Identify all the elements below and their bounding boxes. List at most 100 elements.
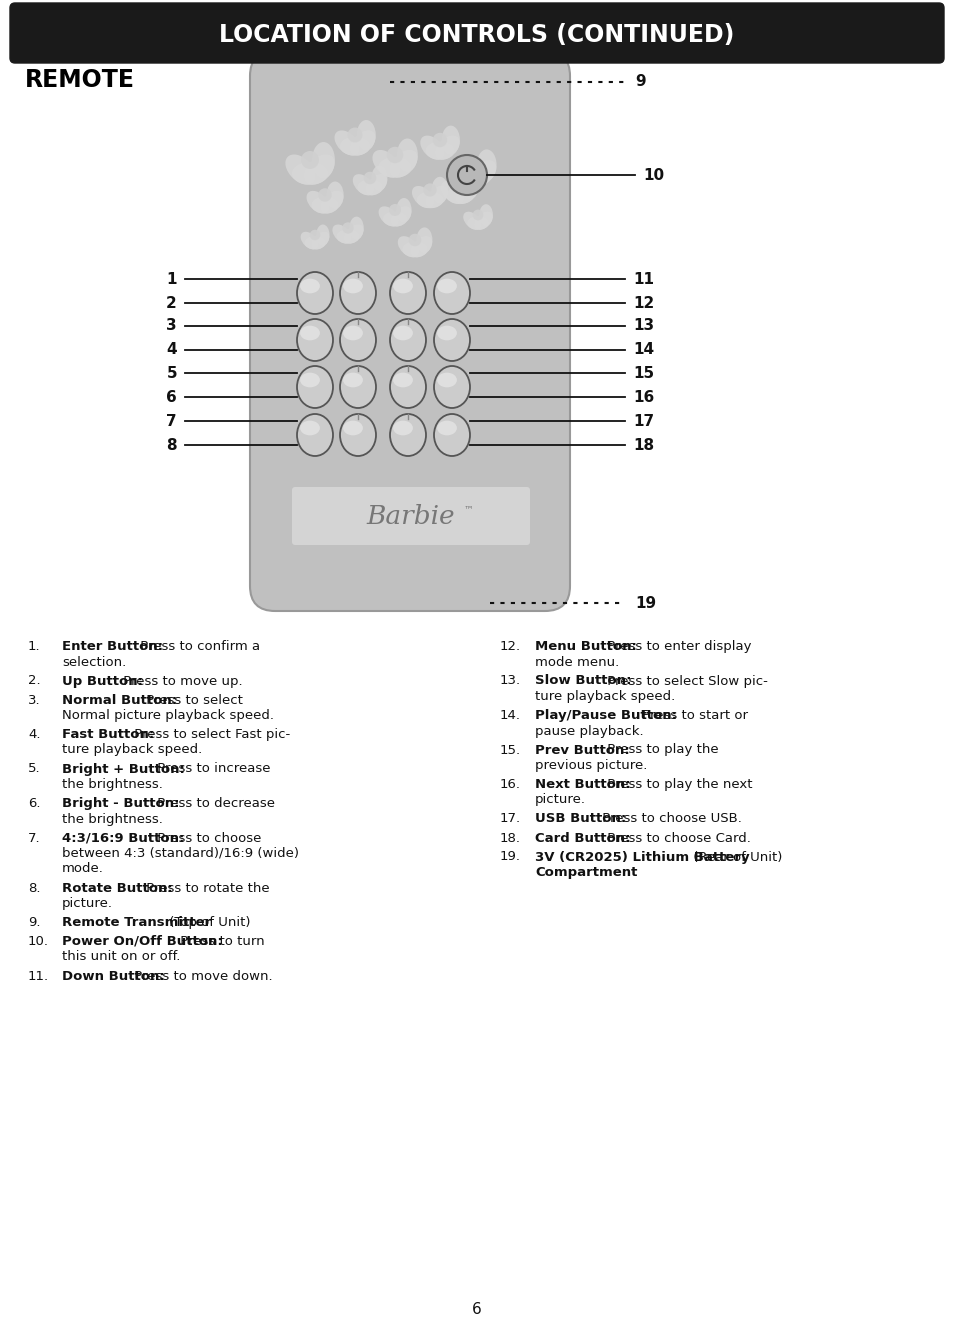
Text: Up Button:: Up Button: — [62, 675, 143, 688]
Text: Press to select Slow pic-: Press to select Slow pic- — [602, 675, 767, 688]
Text: Enter Button:: Enter Button: — [62, 640, 163, 653]
Ellipse shape — [436, 135, 459, 160]
Text: 7.: 7. — [28, 831, 41, 844]
Ellipse shape — [312, 231, 329, 250]
Text: mode menu.: mode menu. — [535, 656, 618, 668]
Ellipse shape — [285, 155, 315, 184]
Ellipse shape — [434, 273, 470, 314]
Text: 18: 18 — [633, 437, 654, 453]
Circle shape — [301, 151, 318, 168]
Ellipse shape — [470, 160, 496, 186]
Text: 5: 5 — [166, 366, 177, 381]
Text: Press to select: Press to select — [142, 693, 242, 707]
Text: 11.: 11. — [28, 970, 49, 982]
Ellipse shape — [397, 236, 418, 258]
Ellipse shape — [396, 198, 411, 222]
Ellipse shape — [390, 150, 417, 178]
Ellipse shape — [300, 326, 319, 341]
Text: picture.: picture. — [62, 896, 112, 910]
Ellipse shape — [306, 191, 329, 214]
Ellipse shape — [420, 135, 444, 160]
Text: Press to enter display: Press to enter display — [602, 640, 751, 653]
Ellipse shape — [349, 216, 363, 239]
Text: Press to choose: Press to choose — [153, 831, 261, 844]
Text: (Top of Unit): (Top of Unit) — [165, 916, 250, 929]
Ellipse shape — [312, 142, 335, 178]
Ellipse shape — [350, 131, 375, 155]
Text: this unit on or off.: this unit on or off. — [62, 950, 180, 963]
Text: 19.: 19. — [499, 851, 520, 863]
Ellipse shape — [391, 206, 411, 226]
Text: 9: 9 — [635, 75, 645, 90]
Ellipse shape — [425, 186, 448, 208]
Text: mode.: mode. — [62, 863, 104, 875]
Text: Press to rotate the: Press to rotate the — [142, 882, 269, 895]
Ellipse shape — [475, 211, 493, 230]
Text: 15.: 15. — [499, 744, 520, 756]
Text: pause playback.: pause playback. — [535, 724, 643, 737]
Text: 4.: 4. — [28, 728, 40, 741]
Text: Press to decrease: Press to decrease — [153, 798, 274, 810]
Circle shape — [389, 204, 400, 216]
Text: the brightness.: the brightness. — [62, 778, 163, 791]
Ellipse shape — [436, 421, 456, 436]
Ellipse shape — [300, 279, 319, 294]
Ellipse shape — [378, 206, 398, 226]
Text: 16.: 16. — [499, 778, 520, 791]
Text: picture.: picture. — [535, 794, 585, 807]
FancyBboxPatch shape — [10, 3, 943, 63]
Text: 14: 14 — [633, 342, 654, 358]
Text: 10: 10 — [642, 167, 663, 183]
Text: Play/Pause Button:: Play/Pause Button: — [535, 709, 677, 721]
Ellipse shape — [378, 156, 411, 178]
Text: 9.: 9. — [28, 916, 40, 929]
Text: Normal picture playback speed.: Normal picture playback speed. — [62, 709, 274, 721]
Ellipse shape — [416, 191, 443, 208]
Ellipse shape — [393, 373, 413, 387]
Ellipse shape — [335, 131, 359, 155]
Text: 8: 8 — [166, 437, 177, 453]
Ellipse shape — [390, 273, 426, 314]
Text: USB Button:: USB Button: — [535, 812, 625, 826]
Text: Press to increase: Press to increase — [153, 763, 271, 775]
Ellipse shape — [434, 319, 470, 361]
Ellipse shape — [436, 326, 456, 341]
Ellipse shape — [393, 326, 413, 341]
Circle shape — [453, 178, 466, 192]
Ellipse shape — [390, 319, 426, 361]
Ellipse shape — [434, 414, 470, 456]
Ellipse shape — [343, 373, 362, 387]
Text: 8.: 8. — [28, 882, 40, 895]
Ellipse shape — [411, 236, 432, 258]
Text: Compartment: Compartment — [535, 866, 637, 879]
Ellipse shape — [296, 319, 333, 361]
Text: 4: 4 — [166, 342, 177, 358]
Text: Press to turn: Press to turn — [175, 935, 264, 949]
Circle shape — [347, 127, 362, 143]
Ellipse shape — [396, 139, 417, 171]
Text: ture playback speed.: ture playback speed. — [62, 744, 202, 756]
Text: (Rear of Unit): (Rear of Unit) — [688, 851, 781, 863]
Ellipse shape — [315, 224, 329, 246]
Text: selection.: selection. — [62, 656, 126, 668]
Ellipse shape — [339, 319, 375, 361]
Ellipse shape — [304, 236, 325, 250]
Ellipse shape — [467, 216, 488, 230]
Text: 5.: 5. — [28, 763, 41, 775]
Text: 2: 2 — [166, 295, 177, 310]
Circle shape — [386, 147, 403, 163]
Ellipse shape — [459, 167, 490, 187]
Text: Prev Button:: Prev Button: — [535, 744, 629, 756]
Text: 3V (CR2025) Lithium Battery: 3V (CR2025) Lithium Battery — [535, 851, 749, 863]
Ellipse shape — [357, 179, 382, 195]
Circle shape — [363, 172, 375, 184]
Text: Press to select Fast pic-: Press to select Fast pic- — [131, 728, 291, 741]
Text: 13.: 13. — [499, 675, 520, 688]
Ellipse shape — [478, 204, 493, 226]
Text: 10.: 10. — [28, 935, 49, 949]
Text: Bright + Button:: Bright + Button: — [62, 763, 185, 775]
Text: Card Button:: Card Button: — [535, 831, 630, 844]
Ellipse shape — [436, 279, 456, 294]
Text: Fast Button:: Fast Button: — [62, 728, 154, 741]
Text: Down Button:: Down Button: — [62, 970, 165, 982]
